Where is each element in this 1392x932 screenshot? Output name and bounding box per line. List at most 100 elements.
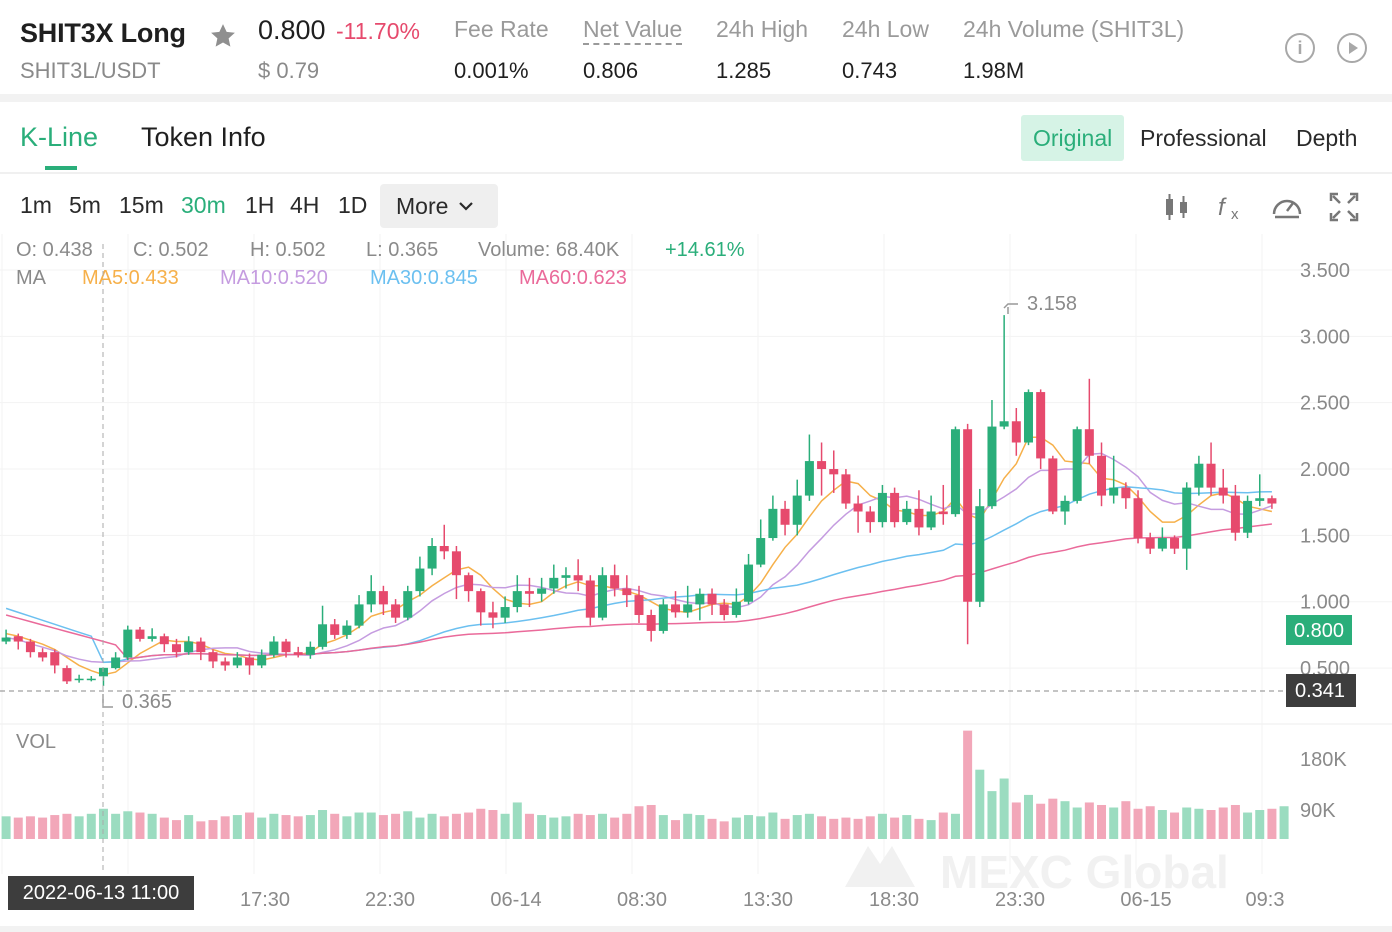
interval-5m[interactable]: 5m <box>69 192 101 218</box>
volume-bar <box>719 821 729 839</box>
volume-bar <box>671 820 681 839</box>
candle-body <box>926 511 936 528</box>
candle-body <box>391 604 401 618</box>
candle-body <box>585 580 595 618</box>
candle-body <box>500 607 510 618</box>
interval-4h[interactable]: 4H <box>290 192 320 218</box>
candle-body <box>184 641 194 653</box>
candlestick-chart[interactable]: MEXC Global O: 0.438 C: 0.502 H: 0.502 L… <box>0 174 1392 926</box>
candle-body <box>622 588 632 596</box>
interval-15m[interactable]: 15m <box>119 192 164 218</box>
view-professional-button[interactable]: Professional <box>1140 125 1267 151</box>
24h-high-value: 1.285 <box>716 58 772 83</box>
candle-body <box>1157 538 1167 549</box>
gauge-icon[interactable] <box>1270 190 1304 224</box>
y-axis-tick: 2.500 <box>1300 393 1350 415</box>
candle-body <box>1097 455 1107 496</box>
candle-body <box>707 593 717 605</box>
candle-body <box>366 591 376 605</box>
volume-bar <box>366 812 376 839</box>
interval-1h[interactable]: 1H <box>245 192 275 218</box>
volume-bar <box>476 808 486 839</box>
24h-high-label: 24h High <box>716 16 809 42</box>
ma30-line <box>5 486 1272 664</box>
volume-bar <box>1121 801 1131 839</box>
tab-token-info[interactable]: Token Info <box>141 122 266 152</box>
volume-bar <box>1060 801 1070 839</box>
info-icon[interactable]: i <box>1285 33 1315 63</box>
candle-body <box>13 636 23 642</box>
volume-bar <box>1023 794 1033 839</box>
more-intervals-dropdown[interactable]: More <box>380 184 498 228</box>
play-icon[interactable] <box>1337 33 1367 63</box>
volume-bar <box>695 815 705 839</box>
candle-body <box>634 595 644 616</box>
volume-bar <box>549 817 559 839</box>
volume-bar <box>658 815 668 839</box>
tab-kline[interactable]: K-Line <box>20 122 99 152</box>
volume-bar <box>622 813 632 839</box>
candle-body <box>537 588 547 594</box>
volume-bar <box>25 816 35 839</box>
candle-body <box>975 506 985 602</box>
ohlc-close: C: 0.502 <box>133 239 209 261</box>
volume-bar <box>208 820 218 839</box>
candle-type-icon[interactable] <box>1160 190 1194 224</box>
interval-1m[interactable]: 1m <box>20 192 52 218</box>
volume-bar <box>1194 808 1204 839</box>
candle-body <box>111 657 121 669</box>
candle-body <box>220 661 230 666</box>
candle-body <box>25 641 35 653</box>
volume-bar <box>1279 806 1289 839</box>
candle-body <box>646 615 656 631</box>
volume-bar <box>1206 810 1216 839</box>
fee-rate-value: 0.001% <box>454 58 529 83</box>
candle-body <box>305 646 315 655</box>
chevron-down-icon <box>459 202 473 211</box>
favorite-star-icon[interactable] <box>208 21 238 51</box>
candle-body <box>524 591 534 594</box>
fullscreen-icon[interactable] <box>1327 190 1361 224</box>
volume-bar <box>74 816 84 839</box>
indicator-fx-icon[interactable]: f x <box>1214 190 1248 224</box>
candle-body <box>1206 463 1216 488</box>
x-axis-tick: 06-15 <box>1120 889 1171 911</box>
volume-bar <box>62 813 72 839</box>
candle-body <box>1182 487 1192 549</box>
candle-body <box>512 591 522 608</box>
net-value-label[interactable]: Net Value <box>583 16 683 45</box>
candle-body <box>403 591 413 618</box>
volume-bar <box>500 813 510 839</box>
candle-body <box>269 641 279 655</box>
last-price: 0.800 <box>258 15 326 45</box>
volume-bar <box>683 813 693 839</box>
volume-bar <box>1267 808 1277 839</box>
volume-bar <box>451 813 461 839</box>
candle-body <box>1218 487 1228 496</box>
interval-1d[interactable]: 1D <box>338 192 368 218</box>
view-original-button[interactable]: Original <box>1021 115 1125 161</box>
candle-body <box>610 575 620 589</box>
volume-bar <box>829 818 839 839</box>
24h-volume-value: 1.98M <box>963 58 1025 83</box>
candle-body <box>841 474 851 504</box>
candle-body <box>196 641 206 653</box>
candle-body <box>318 624 328 647</box>
interval-30m[interactable]: 30m <box>181 192 226 218</box>
volume-bar <box>464 812 474 839</box>
volume-bar <box>950 813 960 839</box>
view-depth-button[interactable]: Depth <box>1296 125 1358 151</box>
volume-bar <box>975 769 985 839</box>
ma-label: MA <box>16 267 47 289</box>
volume-bar <box>135 812 145 839</box>
volume-bar <box>123 811 133 839</box>
vol-tick-90k: 90K <box>1300 800 1336 822</box>
volume-bar <box>159 817 169 839</box>
ma60-legend: MA60:0.623 <box>519 267 627 289</box>
volume-bar <box>1230 804 1240 839</box>
y-axis-tick: 2.000 <box>1300 459 1350 481</box>
volume-bar <box>1133 808 1143 839</box>
candle-body <box>98 667 108 677</box>
x-axis-tick: 13:30 <box>743 889 793 911</box>
candle-body <box>330 624 340 635</box>
